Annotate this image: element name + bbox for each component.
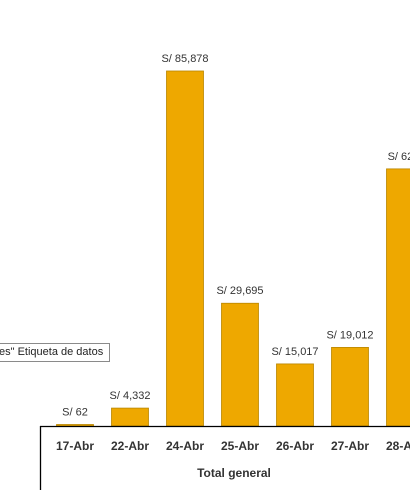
- bar-17-Abr: [56, 424, 94, 427]
- data-label-25-Abr: S/ 29,695: [216, 285, 263, 297]
- x-tick-label-25-Abr: 25-Abr: [221, 439, 259, 453]
- data-label-26-Abr: S/ 15,017: [271, 346, 318, 358]
- data-label-28-Abr: S/ 62,2: [388, 151, 410, 163]
- bar-26-Abr: [276, 363, 314, 427]
- bar-27-Abr: [331, 347, 369, 427]
- data-label-27-Abr: S/ 19,012: [326, 329, 373, 341]
- bars-layer: [56, 70, 410, 427]
- x-axis-title: Total general: [197, 466, 271, 480]
- bar-28-Abr: [386, 168, 410, 427]
- x-tick-label-26-Abr: 26-Abr: [276, 439, 314, 453]
- x-tick-labels-layer: 17-Abr 22-Abr 24-Abr 25-Abr 26-Abr 27-Abr 28-A…: [56, 439, 410, 453]
- x-tick-label-22-Abr: 22-Abr: [111, 439, 149, 453]
- data-labels-layer: S/ 62 S/ 4,332 S/ 85,878 S/ 29,695 S/ 15,017…: [62, 53, 410, 419]
- x-tick-label-28-Abr: 28-Abr: [386, 439, 410, 453]
- data-label-22-Abr: S/ 4,332: [110, 390, 151, 402]
- data-label-17-Abr: S/ 62: [62, 407, 88, 419]
- data-label-24-Abr: S/ 85,878: [161, 53, 208, 65]
- x-tick-label-27-Abr: 27-Abr: [331, 439, 369, 453]
- data-label-tooltip: es" Etiqueta de datos: [0, 343, 111, 362]
- x-tick-label-24-Abr: 24-Abr: [166, 439, 204, 453]
- bar-25-Abr: [221, 302, 259, 427]
- bar-24-Abr: [166, 70, 204, 427]
- bar-22-Abr: [111, 407, 149, 427]
- x-tick-label-17-Abr: 17-Abr: [56, 439, 94, 453]
